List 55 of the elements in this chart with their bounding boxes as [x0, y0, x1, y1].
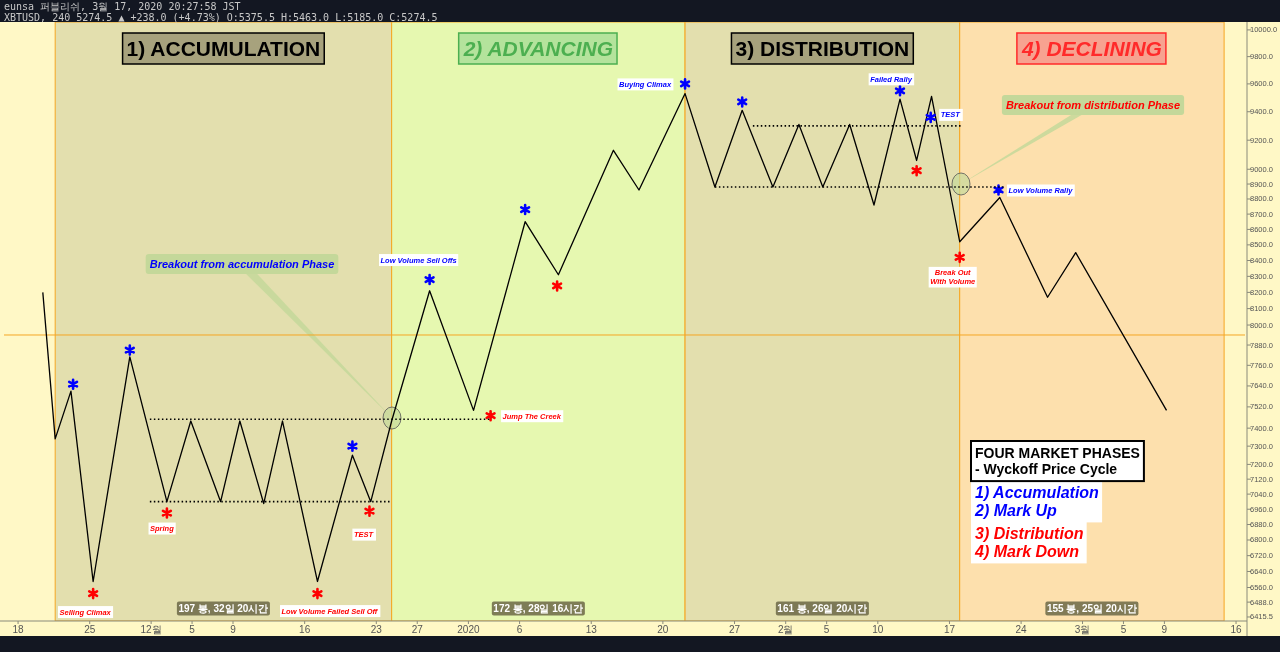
point — [993, 184, 1004, 196]
annotation: 3) Distribution 4) Mark Down — [974, 525, 1084, 561]
x-tick-label: 9 — [230, 624, 237, 635]
x-tick-label: 2020 — [457, 624, 480, 635]
x-tick-label: 6 — [516, 624, 523, 635]
text: eunsa 퍼블리쉬, 3월 17, 2020 20:27:58 JST — [4, 1, 241, 12]
annotation: 155 봉, 25일 20시간 — [1046, 603, 1137, 614]
annotation: 161 봉, 26일 20시간 — [777, 603, 868, 614]
point — [911, 164, 922, 177]
band-label: 4) DECLINING — [1020, 37, 1162, 60]
x-tick-label: 16 — [1230, 624, 1243, 635]
point — [67, 378, 79, 391]
x-tick-label: 24 — [1015, 624, 1028, 635]
point — [485, 409, 496, 422]
x-tick-label: 23 — [370, 624, 383, 635]
annotation: 197 봉, 32일 20시간 — [178, 603, 269, 614]
point — [894, 85, 906, 97]
x-tick-label: 9 — [1161, 624, 1168, 635]
x-tick-label: 3월 — [1074, 624, 1091, 635]
point — [424, 273, 435, 286]
band-label: 2) ADVANCING — [462, 37, 614, 60]
point — [364, 505, 375, 517]
x-tick-label: 2월 — [777, 624, 794, 635]
point — [737, 96, 748, 108]
band-label: 3) DISTRIBUTION — [735, 37, 910, 60]
annotation: XBTUSD, 240 5274.5 ▲ +238.0 (+4.73%) O:5375.5 H:5463.0 L:5185.0 C:5274.5 — [4, 12, 438, 23]
annotation: 1) Accumulation 2) Mark Up — [974, 484, 1100, 520]
x-tick-label: 12월 — [140, 624, 162, 635]
annotation: Breakout from accumulation Phase — [149, 258, 335, 270]
x-tick-label: 5 — [823, 624, 830, 635]
x-tick-label: 5 — [189, 624, 196, 635]
band-label: 1) ACCUMULATION — [126, 37, 321, 60]
x-tick-label: 27 — [728, 624, 741, 635]
x-tick-label: 10 — [872, 624, 884, 635]
x-tick-label: 5 — [1120, 624, 1127, 635]
point — [312, 587, 323, 600]
point — [679, 78, 691, 90]
x-tick-label: 18 — [12, 624, 25, 635]
x-tick-label: 20 — [657, 624, 669, 635]
point — [551, 280, 563, 292]
point — [347, 440, 358, 452]
x-tick-label: 17 — [943, 624, 956, 635]
annotation: 172 봉, 28일 16시간 — [493, 603, 584, 614]
point — [124, 344, 135, 356]
x-tick-label: 25 — [84, 624, 96, 635]
point — [161, 507, 173, 519]
annotation: Breakout from distribution Phase — [1005, 99, 1181, 111]
x-tick-label: 16 — [299, 624, 311, 635]
point — [519, 203, 531, 216]
point — [925, 111, 936, 124]
x-tick-label: 27 — [411, 624, 424, 635]
point — [87, 587, 99, 600]
x-tick-label: 13 — [585, 624, 598, 635]
text: FOUR MARKET PHASES - Wyckoff Price Cycle — [975, 445, 1140, 478]
point — [954, 251, 965, 264]
